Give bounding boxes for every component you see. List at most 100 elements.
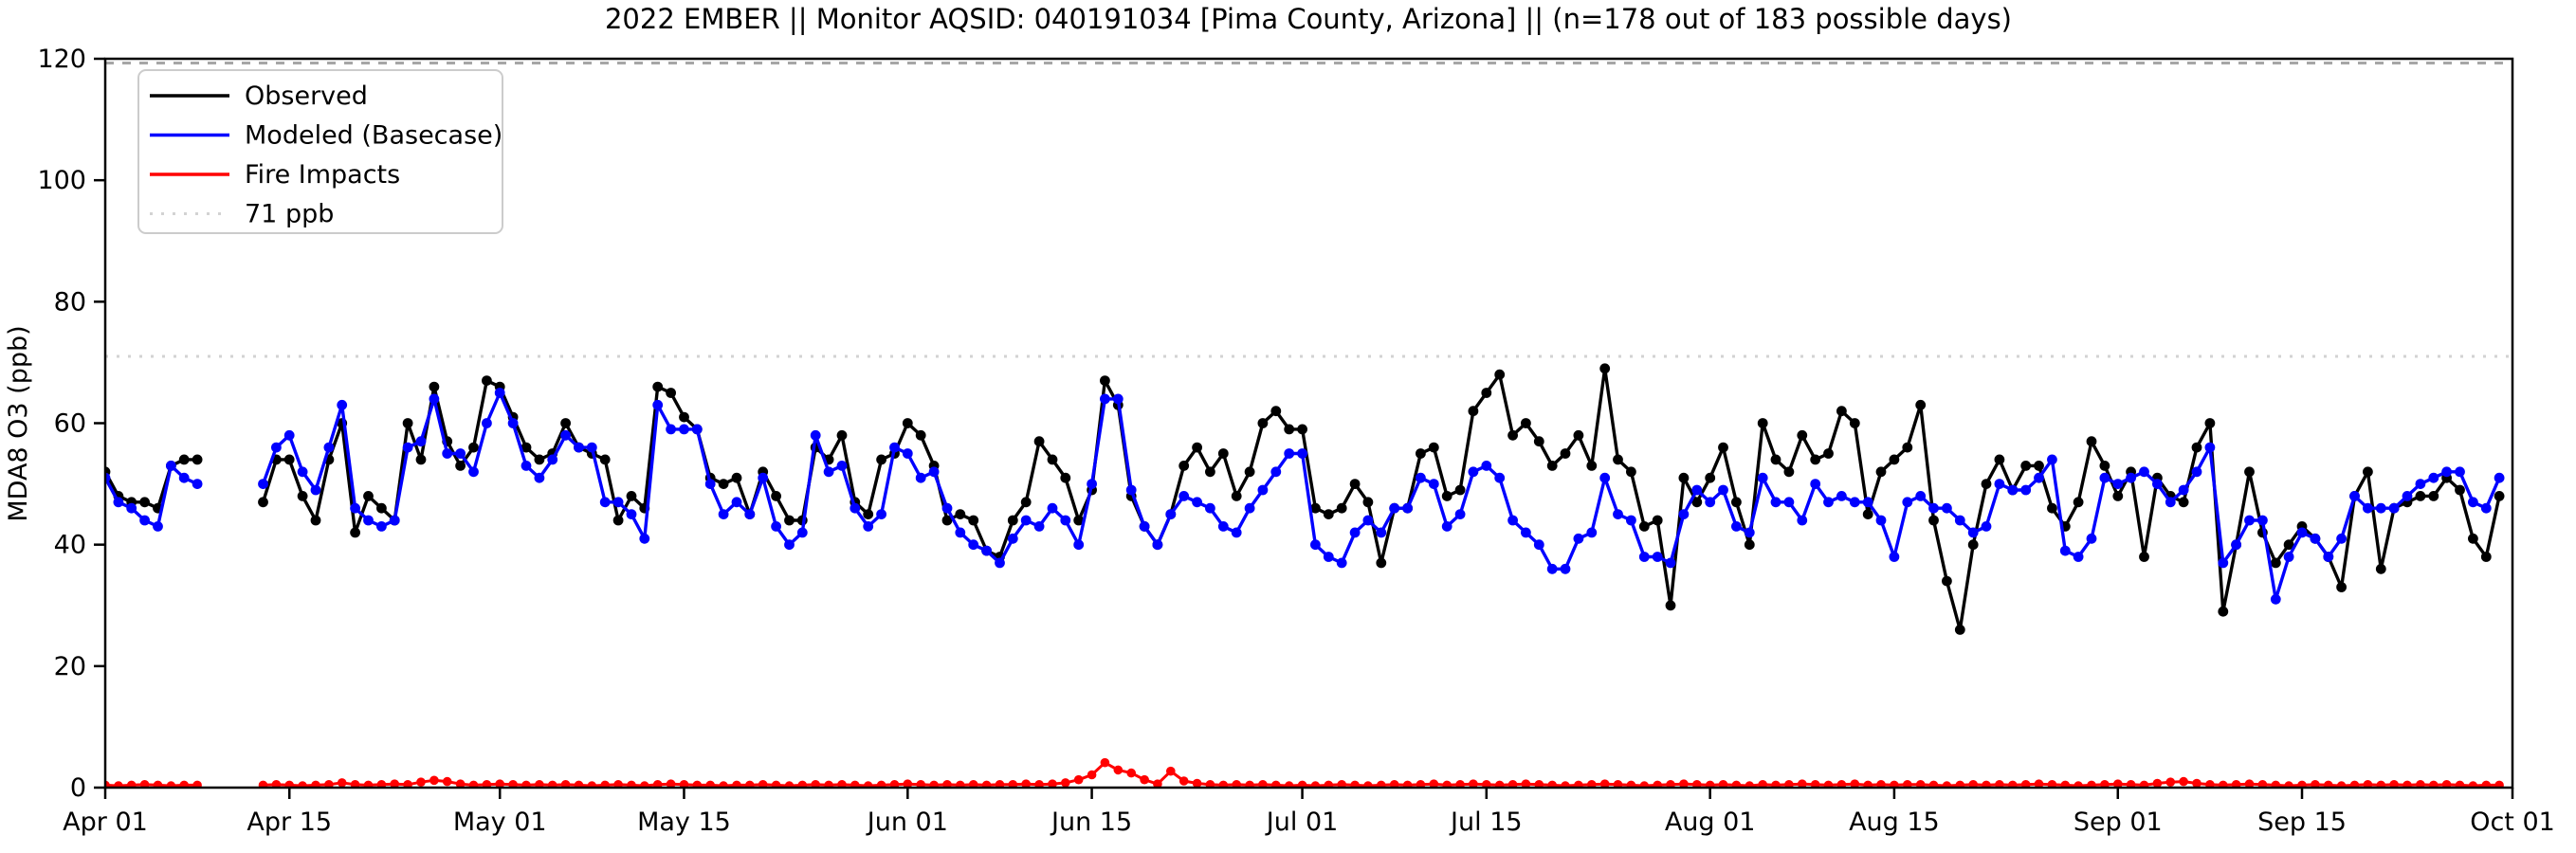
modeled-basecase-point: [574, 442, 584, 453]
modeled-basecase-point: [626, 509, 637, 519]
modeled-basecase-point: [1362, 515, 1374, 526]
observed-point: [1323, 509, 1334, 519]
modeled-basecase-point: [1849, 497, 1860, 508]
modeled-basecase-point: [1875, 515, 1887, 526]
modeled-basecase-point: [1652, 552, 1663, 562]
observed-point: [902, 418, 913, 428]
modeled-basecase-point: [1665, 557, 1676, 569]
modeled-basecase-point: [1073, 539, 1085, 551]
fire-impacts-point: [1705, 780, 1715, 788]
modeled-basecase-point: [1007, 533, 1018, 544]
modeled-basecase-point: [283, 429, 295, 441]
fire-impacts-point: [1613, 780, 1623, 788]
observed-point: [1231, 491, 1242, 501]
observed-point: [1310, 502, 1321, 514]
observed-point: [1441, 491, 1452, 501]
observed-point: [402, 418, 413, 428]
observed-point: [1060, 472, 1071, 483]
modeled-basecase-point: [271, 442, 282, 453]
observed-point: [1546, 461, 1558, 471]
observed-point: [1205, 466, 1215, 478]
modeled-basecase-point: [1231, 527, 1242, 538]
observed-point: [1994, 454, 2005, 465]
observed-point: [1573, 429, 1584, 441]
modeled-basecase-point: [836, 461, 848, 471]
observed-point: [2112, 491, 2124, 501]
modeled-basecase-point: [1284, 448, 1295, 459]
fire-impacts-point: [600, 780, 610, 788]
modeled-basecase-point: [560, 429, 571, 441]
x-tick-label: May 01: [453, 808, 547, 837]
observed-point: [2428, 491, 2439, 501]
fire-impacts-point: [1073, 774, 1084, 785]
fire-impacts-point: [797, 780, 808, 788]
modeled-basecase-point: [258, 479, 268, 489]
fire-impacts-point: [1758, 780, 1767, 788]
modeled-basecase-point: [1165, 509, 1177, 519]
fire-impacts-point: [258, 780, 268, 788]
fire-impacts-point: [535, 780, 544, 788]
fire-impacts-point: [2231, 780, 2241, 788]
observed-point: [1336, 502, 1347, 514]
legend-item-71-ppb: 71 ppb: [150, 200, 334, 229]
modeled-basecase-point: [429, 393, 440, 405]
fire-impacts-point: [2324, 780, 2333, 788]
fire-impacts-point: [1521, 779, 1531, 788]
modeled-basecase-point: [1599, 472, 1611, 483]
modeled-basecase-point: [810, 429, 821, 441]
modeled-basecase-point: [521, 461, 532, 471]
fire-impacts-point: [863, 781, 873, 788]
fire-impacts-point: [679, 780, 689, 788]
modeled-basecase-point: [2034, 472, 2044, 483]
fire-impacts-point: [521, 780, 531, 788]
modeled-basecase-point: [758, 472, 769, 483]
legend: Observed Modeled (Basecase) Fire Impacts 71…: [137, 69, 503, 234]
fire-impacts-point: [1561, 781, 1570, 788]
modeled-basecase-point: [1994, 479, 2005, 489]
observed-point: [1810, 454, 1821, 465]
modeled-basecase-point: [796, 527, 808, 538]
modeled-basecase-point: [2428, 472, 2439, 483]
observed-point: [955, 509, 966, 519]
observed-point: [1586, 461, 1598, 471]
modeled-basecase-point: [1481, 461, 1492, 471]
observed-point: [968, 515, 979, 526]
modeled-basecase-point: [1178, 491, 1190, 501]
modeled-basecase-point: [1573, 533, 1584, 544]
fire-impacts-point: [837, 780, 847, 788]
observed-point: [350, 527, 360, 538]
modeled-basecase-point: [1718, 484, 1728, 496]
observed-point: [1652, 515, 1663, 526]
observed-point: [1678, 472, 1690, 483]
x-tick-label: Sep 15: [2257, 808, 2347, 837]
modeled-basecase-point: [2363, 502, 2373, 514]
fire-impacts-point: [2244, 779, 2255, 788]
fire-impacts-point: [692, 780, 703, 788]
modeled-basecase-point: [2152, 479, 2163, 489]
observed-point: [1192, 442, 1202, 453]
fire-impacts-point: [311, 780, 320, 788]
modeled-basecase-point: [2336, 533, 2348, 544]
fire-impacts-point: [1771, 780, 1781, 788]
modeled-basecase-point: [1823, 497, 1834, 508]
fire-impacts-point: [1666, 780, 1675, 788]
fire-impacts-point: [1784, 780, 1794, 788]
modeled-basecase-point: [1244, 502, 1255, 514]
modeled-basecase-point: [691, 424, 703, 435]
modeled-basecase-point: [995, 557, 1005, 569]
fire-impacts-point: [2192, 778, 2201, 788]
fire-impacts-point: [429, 775, 439, 786]
observed-point: [1362, 497, 1374, 508]
fire-impacts-point: [495, 779, 504, 788]
modeled-basecase-point: [718, 509, 729, 519]
fire-impacts-point: [126, 780, 137, 788]
observed-point: [139, 497, 151, 508]
modeled-basecase-point: [376, 521, 387, 532]
modeled-basecase-point: [507, 418, 519, 428]
observed-point: [836, 429, 848, 441]
fire-impacts-point: [1482, 780, 1491, 788]
modeled-basecase-point: [2020, 484, 2032, 496]
series-modeled-basecase: [105, 388, 2505, 605]
